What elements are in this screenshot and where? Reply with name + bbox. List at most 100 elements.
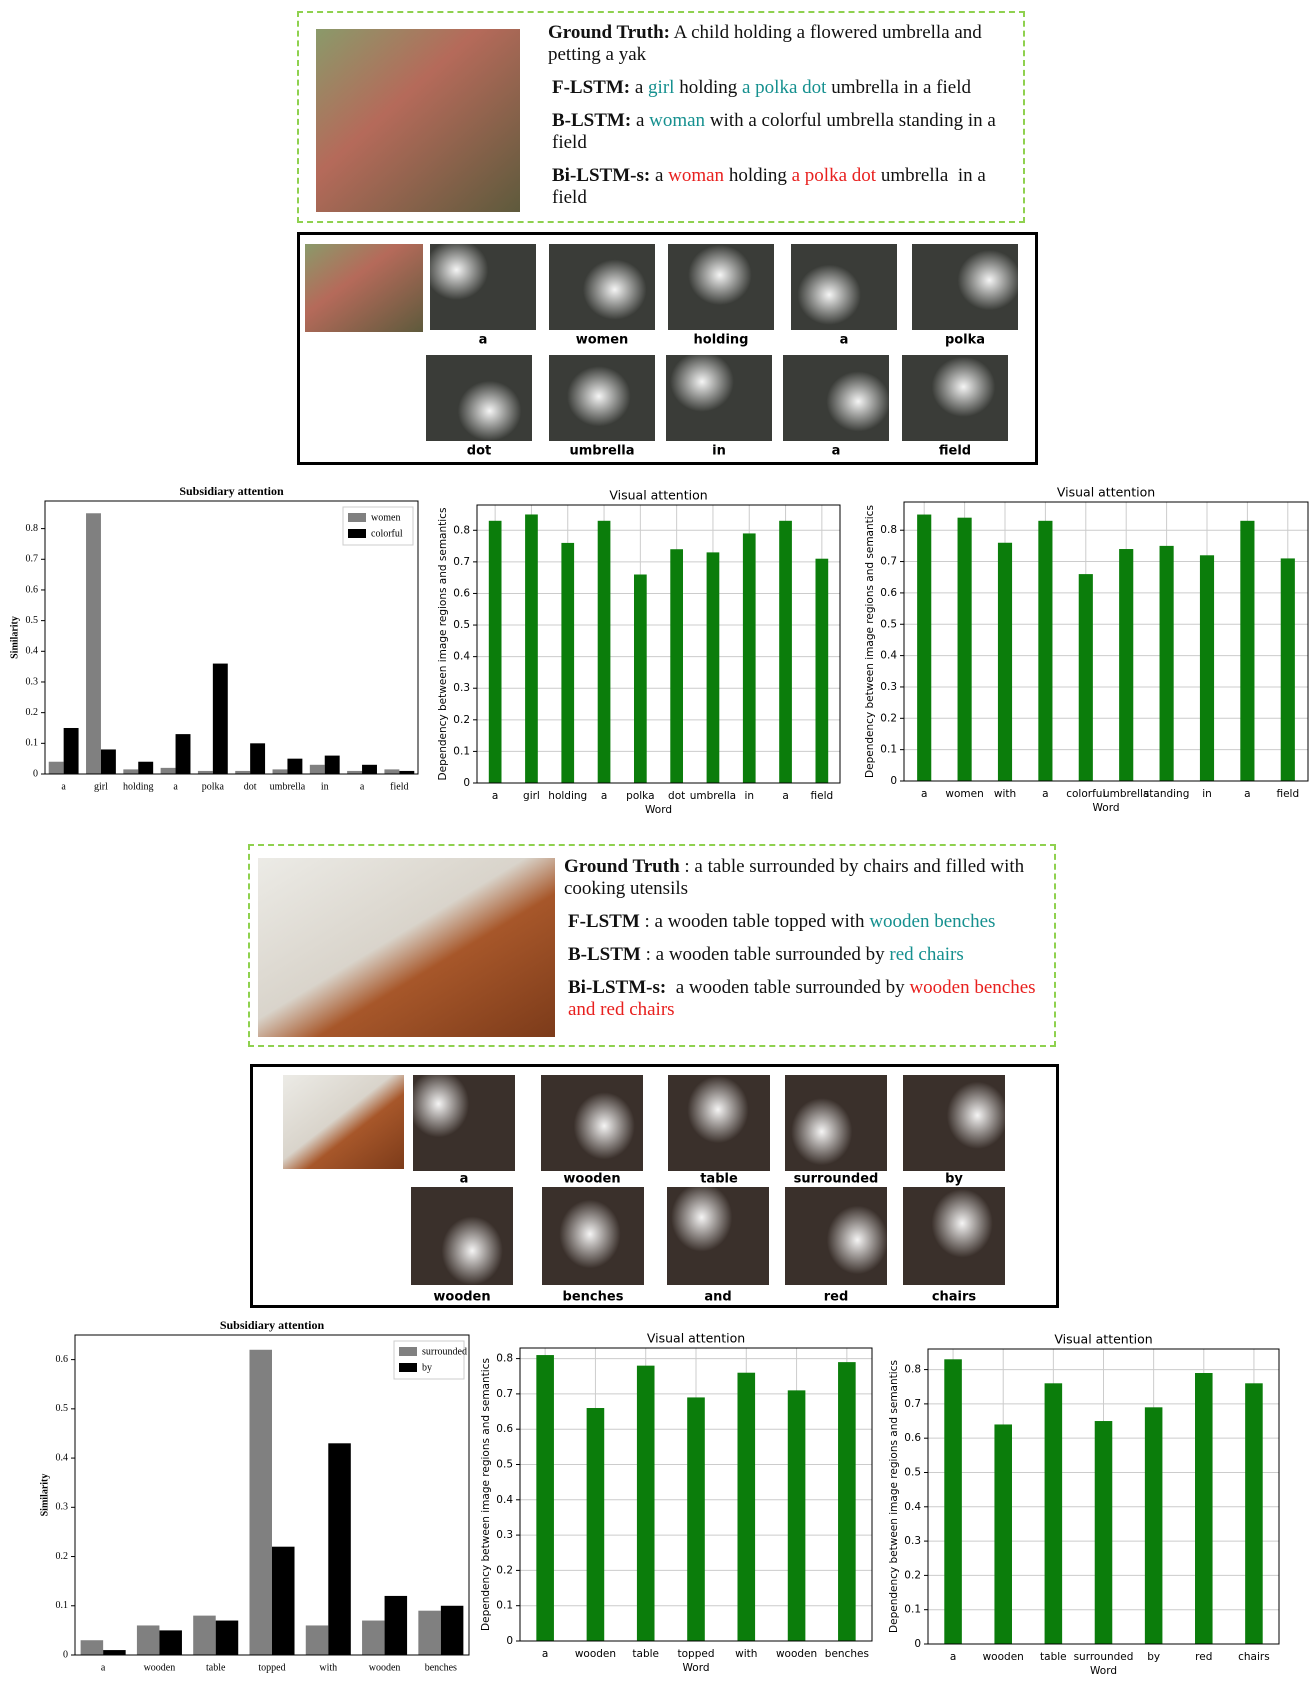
y-tick-label: 0.8 — [880, 524, 897, 536]
bar — [737, 1373, 755, 1641]
y-tick-label: 0.7 — [26, 554, 39, 565]
bar — [159, 1630, 182, 1655]
y-tick-label: 0.5 — [453, 619, 470, 631]
y-tick-label: 0.6 — [904, 1432, 921, 1444]
chart: 00.10.20.30.40.50.6awoodentabletoppedwit… — [39, 1318, 469, 1674]
y-tick-label: 0.6 — [880, 587, 897, 599]
bar — [138, 762, 153, 774]
attention-highlight — [559, 1200, 620, 1269]
bar — [1045, 1383, 1063, 1644]
bar — [123, 769, 138, 774]
attention-highlight — [688, 245, 752, 305]
attention-highlight — [958, 250, 1022, 310]
y-tick-label: 0.7 — [453, 556, 470, 568]
bar — [49, 762, 64, 774]
bar — [441, 1606, 464, 1655]
attention-highlight — [425, 240, 489, 300]
attention-highlight — [932, 1189, 993, 1258]
x-tick-label: topped — [258, 1662, 285, 1673]
y-tick-label: 0.4 — [26, 646, 39, 657]
attention-word: in — [712, 444, 726, 459]
y-tick-label: 0.5 — [496, 1458, 513, 1470]
y-tick-label: 0.1 — [496, 1600, 513, 1612]
attention-word: holding — [694, 333, 749, 348]
photo-thumb — [283, 1075, 404, 1169]
y-tick-label: 0.7 — [904, 1398, 921, 1410]
x-tick-label: topped — [678, 1648, 715, 1660]
bar — [64, 728, 79, 774]
attention-word: a — [479, 333, 488, 348]
y-tick-label: 0.3 — [453, 682, 470, 694]
x-tick-label: women — [945, 788, 983, 800]
y-tick-label: 0.3 — [56, 1502, 69, 1513]
bar — [272, 1547, 295, 1655]
y-axis-label: Dependency between image regions and sem… — [888, 1360, 900, 1633]
attention-word: women — [576, 333, 629, 348]
y-axis-label: Dependency between image regions and sem… — [480, 1358, 492, 1631]
x-tick-label: umbrella — [690, 790, 736, 802]
y-tick-label: 0.7 — [496, 1388, 513, 1400]
bar — [917, 515, 931, 781]
bar — [525, 514, 538, 783]
bar — [250, 743, 265, 774]
y-tick-label: 0.5 — [880, 618, 897, 630]
chart: 00.10.20.30.40.50.60.70.8awomenwithacolo… — [864, 485, 1308, 815]
bar — [176, 734, 191, 774]
x-tick-label: field — [1276, 788, 1299, 800]
legend-swatch — [348, 513, 366, 522]
attention-word: by — [945, 1172, 963, 1187]
bar — [1160, 546, 1174, 781]
y-tick-label: 0.3 — [904, 1535, 921, 1547]
x-tick-label: wooden — [575, 1648, 616, 1660]
attention-word: surrounded — [794, 1172, 879, 1187]
attention-highlight — [408, 1070, 469, 1137]
x-tick-label: wooden — [983, 1651, 1024, 1663]
attention-word: chairs — [932, 1290, 977, 1305]
x-tick-label: wooden — [369, 1662, 401, 1673]
x-axis-label: Word — [645, 804, 672, 816]
bar — [328, 1443, 351, 1655]
bar — [213, 664, 228, 774]
bar — [1038, 521, 1052, 781]
bar — [161, 768, 176, 774]
y-tick-label: 0.2 — [904, 1569, 921, 1581]
y-tick-label: 0.4 — [496, 1494, 513, 1506]
attention-highlight — [458, 381, 522, 441]
y-tick-label: 0.8 — [904, 1364, 921, 1376]
x-tick-label: colorful — [1066, 788, 1105, 800]
page: Ground Truth: A child holding a flowered… — [0, 0, 1313, 1685]
x-tick-label: benches — [425, 1662, 457, 1673]
attention-highlight — [797, 265, 861, 325]
bar — [306, 1625, 329, 1655]
x-axis-label: Word — [1090, 1665, 1117, 1677]
y-tick-label: 0.1 — [880, 744, 897, 756]
bar — [362, 765, 377, 774]
chart-title: Visual attention — [1054, 1332, 1152, 1347]
bar — [944, 1359, 962, 1644]
x-tick-label: dot — [668, 790, 685, 802]
attention-word: a — [460, 1172, 469, 1187]
bar — [101, 749, 116, 774]
attention-highlight — [574, 1092, 635, 1159]
x-tick-label: girl — [94, 781, 108, 792]
y-axis-label: Dependency between image regions and sem… — [437, 508, 449, 781]
attention-highlight — [671, 1183, 732, 1252]
x-tick-label: with — [319, 1662, 337, 1673]
bar — [598, 521, 611, 783]
x-tick-label: red — [1195, 1651, 1212, 1663]
bar — [1200, 555, 1214, 781]
y-tick-label: 0 — [506, 1635, 513, 1647]
attention-word: dot — [467, 444, 491, 459]
bar — [1145, 1407, 1163, 1644]
x-tick-label: a — [61, 781, 66, 792]
y-tick-label: 0.2 — [496, 1564, 513, 1576]
attention-highlight — [567, 366, 631, 426]
chart-title: Visual attention — [647, 1331, 745, 1346]
y-tick-label: 0.6 — [26, 584, 39, 595]
y-tick-label: 0.8 — [496, 1353, 513, 1365]
y-tick-label: 0.4 — [453, 651, 470, 663]
attention-highlight — [687, 1076, 748, 1143]
y-tick-label: 0 — [890, 775, 897, 787]
bar — [1195, 1373, 1213, 1644]
y-tick-label: 0.1 — [56, 1600, 69, 1611]
